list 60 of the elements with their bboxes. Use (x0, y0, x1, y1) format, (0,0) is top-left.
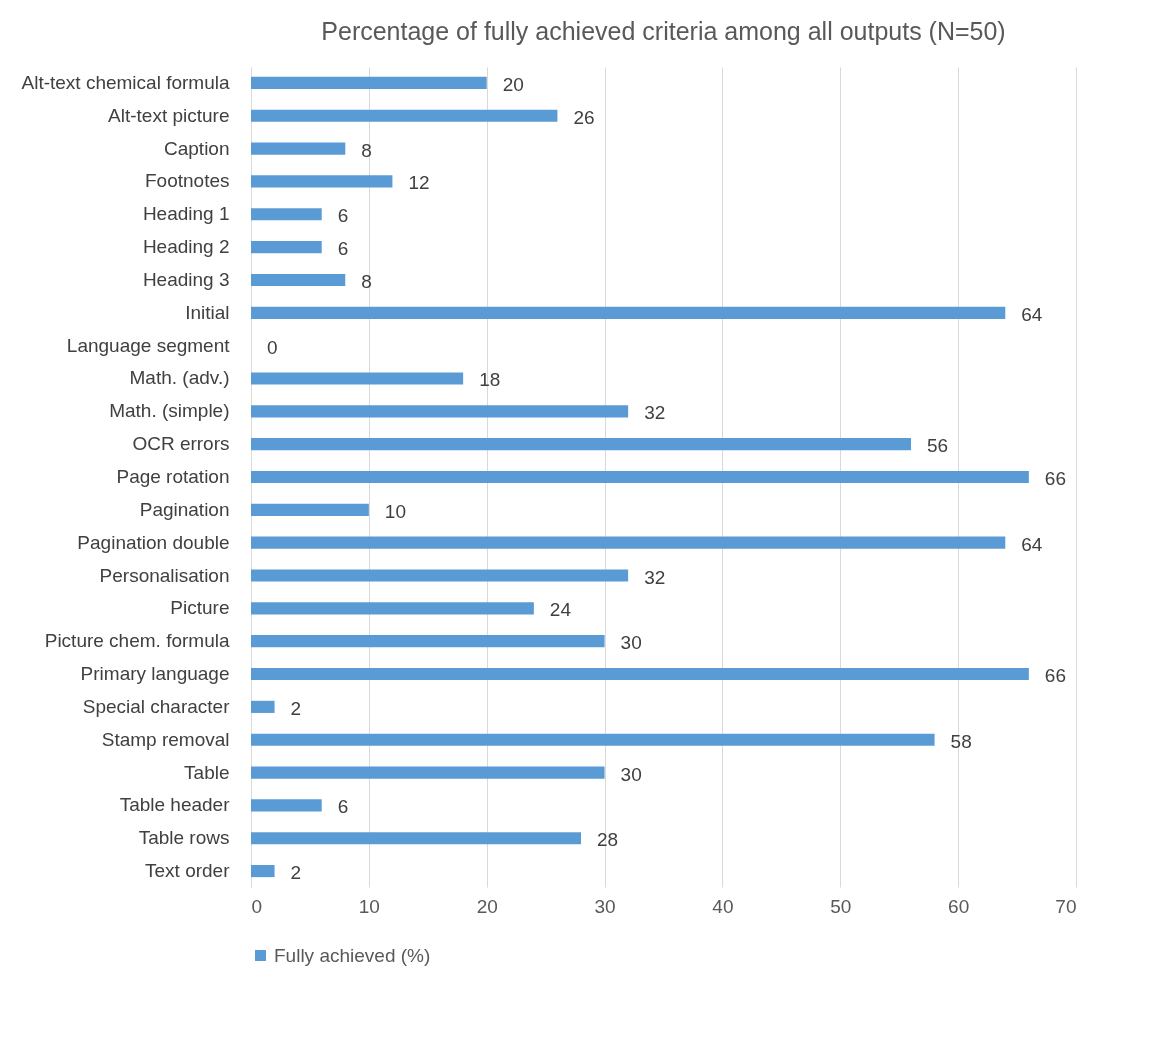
x-tick-label: 40 (712, 895, 734, 917)
y-tick-label: Footnotes (145, 170, 230, 192)
y-tick-label: Picture chem. formula (44, 630, 230, 652)
data-label: 2 (290, 697, 302, 719)
y-tick-label: Table rows (138, 827, 230, 849)
data-label: 12 (408, 172, 430, 194)
data-label: 28 (597, 829, 619, 851)
y-tick-label: Heading 2 (142, 236, 230, 258)
data-label: 2 (290, 862, 302, 884)
data-label: 64 (1021, 303, 1043, 325)
x-tick-label: 60 (948, 895, 970, 917)
data-label: 8 (361, 139, 372, 161)
y-tick-label: Initial (185, 301, 230, 323)
data-label: 10 (384, 500, 406, 522)
y-tick-label: Alt-text picture (108, 104, 230, 126)
y-tick-label: Special character (82, 695, 231, 717)
y-tick-label: Personalisation (99, 564, 230, 586)
y-tick-label: Pagination double (77, 531, 230, 553)
x-tick-label: 20 (476, 895, 498, 917)
data-label: 64 (1021, 533, 1043, 555)
y-tick-label: Math. (simple) (109, 400, 230, 422)
x-tick-label: 0 (251, 895, 263, 917)
y-tick-label: Language segment (66, 334, 231, 356)
chart-title: Percentage of fully achieved criteria among all outputs (N=50) (321, 17, 1006, 45)
x-tick-label: 30 (594, 895, 616, 917)
data-label: 66 (1044, 468, 1066, 489)
data-label: 32 (644, 566, 666, 588)
data-label: 0 (267, 336, 278, 358)
data-label: 6 (337, 205, 349, 227)
y-tick-label: Heading 3 (142, 268, 230, 290)
data-label: 24 (549, 599, 572, 621)
y-tick-label: Stamp removal (101, 728, 230, 750)
y-tick-label: Picture (170, 597, 230, 619)
data-label: 26 (573, 106, 595, 128)
legend-label: Fully achieved (%) (274, 944, 431, 966)
data-label: 32 (644, 402, 666, 424)
y-tick-label: Alt-text chemical formula (21, 71, 230, 93)
y-tick-label: Caption (164, 137, 230, 159)
y-tick-label: Table (184, 761, 230, 783)
data-label: 58 (950, 730, 972, 752)
data-label: 56 (927, 435, 949, 457)
data-label: 6 (337, 238, 349, 260)
data-label: 66 (1044, 665, 1066, 687)
x-tick-label: 10 (358, 895, 380, 917)
data-label: 8 (361, 270, 372, 292)
y-tick-label: Pagination (139, 498, 230, 520)
y-tick-label: Page rotation (116, 466, 230, 487)
data-label: 30 (620, 763, 642, 785)
data-label: 6 (337, 796, 349, 818)
y-tick-label: Math. (adv.) (129, 367, 230, 389)
x-tick-label: 50 (830, 895, 852, 917)
y-tick-label: OCR errors (132, 433, 230, 455)
data-label: 20 (502, 73, 524, 95)
y-tick-label: Table header (119, 794, 231, 816)
data-label: 30 (620, 632, 642, 654)
data-label: 18 (479, 369, 501, 391)
y-tick-label: Primary language (80, 663, 230, 685)
y-tick-label: Text order (145, 860, 231, 882)
y-tick-label: Heading 1 (142, 203, 230, 225)
x-tick-label: 70 (1055, 895, 1077, 917)
